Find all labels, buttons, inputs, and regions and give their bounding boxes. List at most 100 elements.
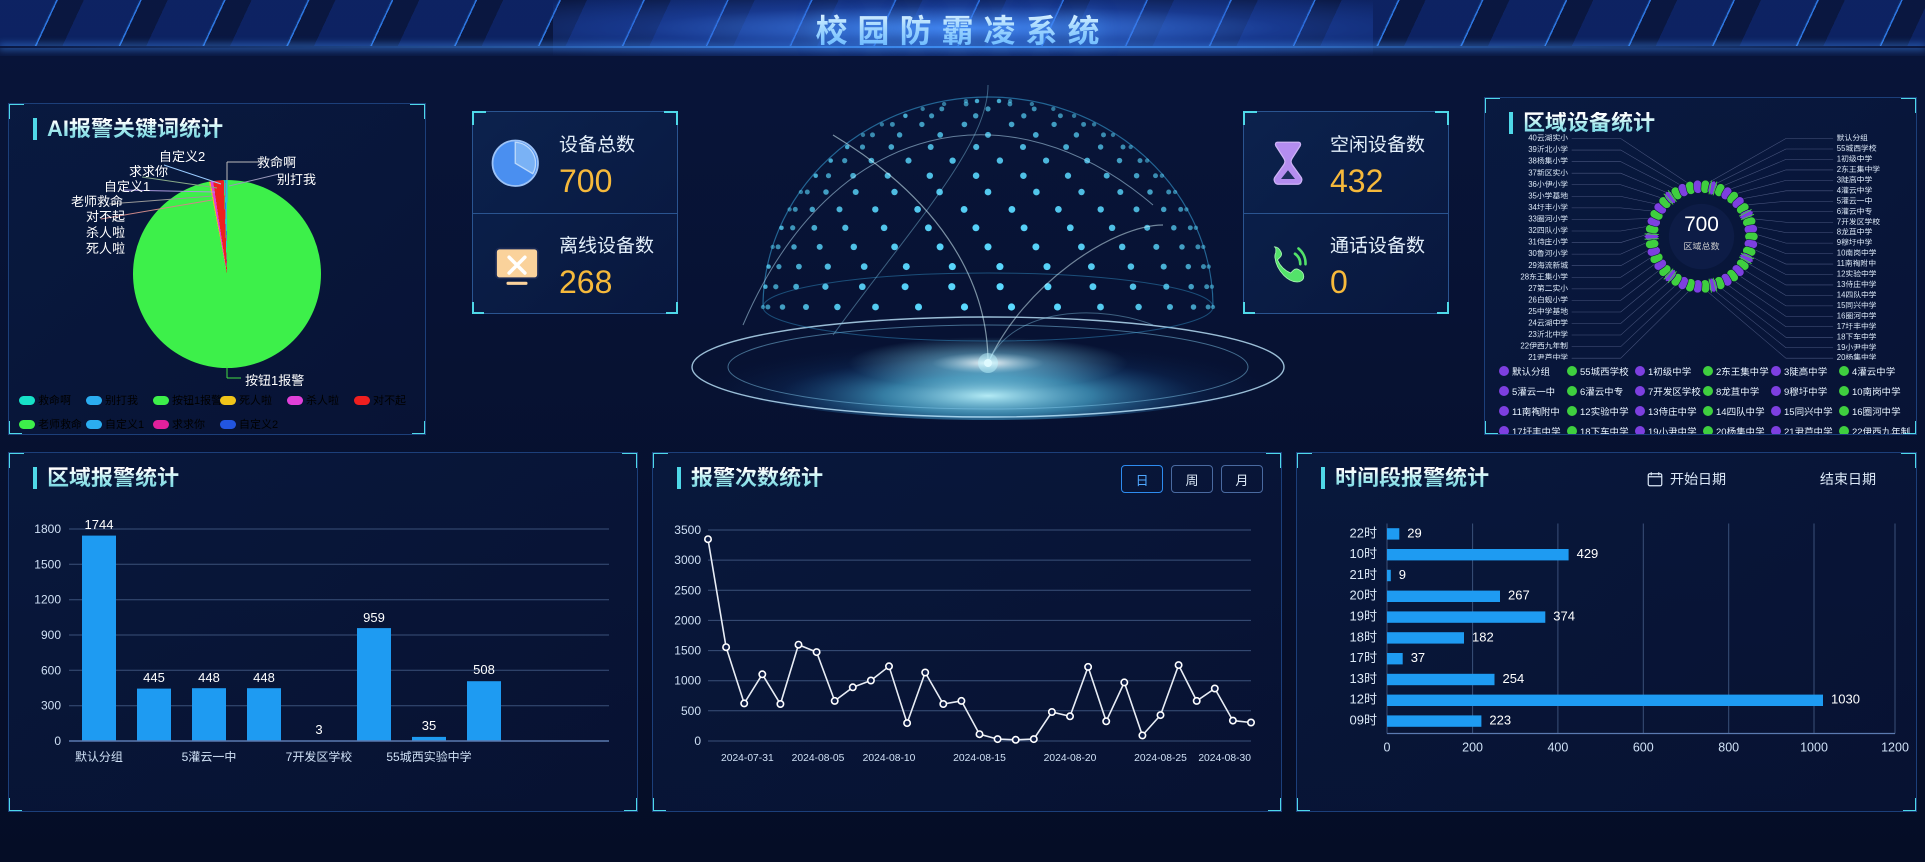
svg-text:20时: 20时 — [1350, 588, 1377, 603]
svg-text:37: 37 — [1411, 650, 1425, 665]
svg-text:13时: 13时 — [1350, 671, 1377, 686]
svg-text:2024-07-31: 2024-07-31 — [721, 753, 774, 764]
svg-text:445: 445 — [143, 670, 165, 685]
svg-text:2东王集中学: 2东王集中学 — [1837, 165, 1881, 174]
svg-text:2024-08-20: 2024-08-20 — [1044, 753, 1097, 764]
svg-text:16圈河中学: 16圈河中学 — [1837, 311, 1877, 320]
svg-text:55城西学校: 55城西学校 — [1837, 143, 1877, 153]
svg-text:2024-08-25: 2024-08-25 — [1134, 753, 1187, 764]
svg-text:700: 700 — [1684, 213, 1719, 236]
svg-text:40云湖实小: 40云湖实小 — [1528, 134, 1568, 143]
svg-text:默认分组: 默认分组 — [75, 750, 123, 764]
svg-text:2500: 2500 — [674, 583, 701, 597]
svg-text:29: 29 — [1407, 525, 1421, 540]
svg-text:8龙苴中学: 8龙苴中学 — [1837, 227, 1873, 237]
svg-text:1030: 1030 — [1831, 692, 1860, 707]
svg-text:09时: 09时 — [1350, 713, 1377, 728]
svg-text:14四队中学: 14四队中学 — [1837, 291, 1877, 300]
svg-text:2024-08-30: 2024-08-30 — [1198, 753, 1251, 764]
svg-text:1200: 1200 — [1881, 741, 1909, 755]
svg-text:0: 0 — [1384, 741, 1391, 755]
svg-text:29海流新城: 29海流新城 — [1528, 261, 1568, 270]
svg-text:31侍庄小学: 31侍庄小学 — [1528, 238, 1568, 247]
svg-text:38杨集小学: 38杨集小学 — [1528, 157, 1568, 166]
svg-text:1000: 1000 — [1800, 741, 1828, 755]
svg-text:32四队小学: 32四队小学 — [1528, 226, 1568, 235]
svg-text:19小尹中学: 19小尹中学 — [1837, 343, 1877, 352]
svg-text:39沂北小学: 39沂北小学 — [1528, 145, 1568, 154]
svg-text:1000: 1000 — [674, 674, 701, 688]
svg-text:17圩丰中学: 17圩丰中学 — [1837, 322, 1877, 331]
svg-text:1初级中学: 1初级中学 — [1837, 154, 1873, 163]
svg-text:3陡高中学: 3陡高中学 — [1837, 175, 1873, 184]
svg-text:1744: 1744 — [85, 517, 114, 532]
svg-text:1500: 1500 — [674, 644, 701, 658]
svg-text:55城西实验中学: 55城西实验中学 — [386, 750, 471, 764]
svg-text:1500: 1500 — [34, 557, 61, 571]
svg-text:36小伊小学: 36小伊小学 — [1528, 180, 1568, 189]
svg-text:13侍庄中学: 13侍庄中学 — [1837, 280, 1877, 289]
svg-text:35小学基地: 35小学基地 — [1528, 191, 1568, 200]
svg-text:448: 448 — [198, 670, 220, 685]
svg-text:区域总数: 区域总数 — [1683, 241, 1720, 251]
svg-text:18下车中学: 18下车中学 — [1837, 332, 1877, 341]
svg-text:10南岗中学: 10南岗中学 — [1837, 249, 1877, 258]
svg-text:0: 0 — [694, 734, 701, 748]
svg-text:33圈河小学: 33圈河小学 — [1528, 215, 1568, 224]
svg-text:959: 959 — [363, 610, 385, 625]
svg-text:24云湖中学: 24云湖中学 — [1528, 319, 1568, 328]
svg-text:15同兴中学: 15同兴中学 — [1837, 301, 1877, 310]
svg-text:17时: 17时 — [1350, 650, 1377, 665]
svg-text:21尹芦中学: 21尹芦中学 — [1528, 353, 1568, 360]
svg-text:22伊西九年制: 22伊西九年制 — [1520, 341, 1568, 351]
svg-text:默认分组: 默认分组 — [1837, 134, 1868, 143]
svg-text:9: 9 — [1399, 567, 1406, 582]
svg-text:9穆圩中学: 9穆圩中学 — [1837, 238, 1873, 247]
svg-text:10时: 10时 — [1350, 546, 1377, 561]
svg-text:4灌云中学: 4灌云中学 — [1837, 186, 1873, 195]
svg-text:12实验中学: 12实验中学 — [1837, 270, 1877, 279]
svg-text:500: 500 — [681, 704, 701, 718]
svg-text:600: 600 — [41, 663, 61, 677]
svg-text:12时: 12时 — [1350, 692, 1377, 707]
svg-text:37新区实小: 37新区实小 — [1528, 168, 1568, 177]
svg-text:20杨集中学: 20杨集中学 — [1837, 353, 1877, 360]
svg-text:19时: 19时 — [1350, 609, 1377, 624]
svg-text:200: 200 — [1462, 741, 1483, 755]
svg-text:429: 429 — [1577, 546, 1599, 561]
svg-text:34圩丰小学: 34圩丰小学 — [1528, 203, 1568, 212]
svg-text:3500: 3500 — [674, 523, 701, 537]
svg-text:448: 448 — [253, 670, 275, 685]
svg-text:5灌云一中: 5灌云一中 — [182, 750, 237, 764]
svg-text:27第二实小: 27第二实小 — [1528, 284, 1568, 293]
svg-text:7开发区学校: 7开发区学校 — [1837, 216, 1881, 226]
svg-text:11南祹附中: 11南祹附中 — [1837, 259, 1876, 268]
svg-text:25中学基地: 25中学基地 — [1528, 307, 1568, 316]
svg-text:600: 600 — [1633, 741, 1654, 755]
svg-text:21时: 21时 — [1350, 567, 1377, 582]
svg-text:374: 374 — [1553, 609, 1575, 624]
svg-text:26白蚬小学: 26白蚬小学 — [1528, 295, 1568, 304]
svg-text:2000: 2000 — [674, 613, 701, 627]
svg-text:800: 800 — [1718, 741, 1739, 755]
svg-text:22时: 22时 — [1350, 525, 1377, 540]
svg-text:6灌云中专: 6灌云中专 — [1837, 207, 1873, 216]
svg-text:400: 400 — [1547, 741, 1568, 755]
svg-text:2024-08-15: 2024-08-15 — [953, 753, 1006, 764]
svg-text:23沂北中学: 23沂北中学 — [1528, 330, 1568, 339]
svg-text:18时: 18时 — [1350, 629, 1377, 644]
svg-text:35: 35 — [422, 718, 436, 733]
svg-text:267: 267 — [1508, 588, 1530, 603]
svg-text:7开发区学校: 7开发区学校 — [286, 750, 353, 764]
svg-text:900: 900 — [41, 628, 61, 642]
svg-text:254: 254 — [1503, 671, 1525, 686]
svg-text:1800: 1800 — [34, 522, 61, 536]
svg-text:3: 3 — [315, 722, 322, 737]
svg-text:30鲁河小学: 30鲁河小学 — [1528, 249, 1568, 258]
svg-text:0: 0 — [54, 734, 61, 748]
svg-text:1200: 1200 — [34, 593, 61, 607]
svg-text:182: 182 — [1472, 629, 1494, 644]
svg-text:5灌云一中: 5灌云一中 — [1837, 196, 1873, 205]
svg-text:508: 508 — [473, 662, 495, 677]
svg-text:223: 223 — [1489, 713, 1511, 728]
